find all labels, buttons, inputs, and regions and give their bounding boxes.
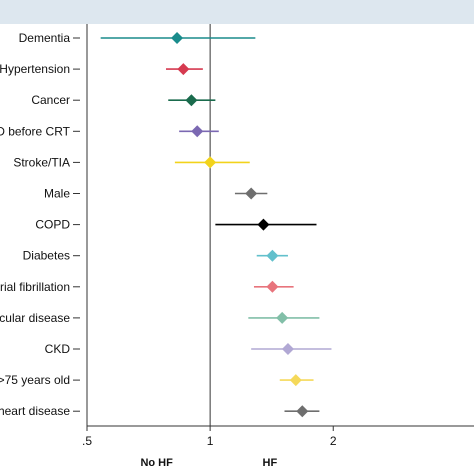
x-tick-label: 2 bbox=[330, 434, 337, 448]
x-tick-label: 1 bbox=[207, 434, 214, 448]
row-labels: Dementia Hypertension Cancer D before CRT St… bbox=[0, 31, 80, 418]
x-tick-label: .5 bbox=[82, 434, 92, 448]
estimate-marker bbox=[296, 405, 309, 418]
row-label: scular disease bbox=[0, 311, 70, 325]
estimate-marker bbox=[177, 63, 190, 76]
row-label: Dementia bbox=[19, 31, 71, 45]
row-label: CKD bbox=[45, 342, 71, 356]
row-label: trial fibrillation bbox=[0, 280, 70, 294]
estimate-marker bbox=[204, 156, 217, 169]
estimate-marker bbox=[171, 32, 184, 44]
row-label: D before CRT bbox=[0, 124, 71, 138]
row-label: >75 years old bbox=[0, 373, 70, 387]
estimate-marker bbox=[245, 187, 258, 200]
estimate-marker bbox=[266, 280, 279, 293]
row-label: Cancer bbox=[31, 93, 70, 107]
row-label: Hypertension bbox=[0, 62, 70, 76]
row-label: heart disease bbox=[0, 404, 70, 418]
direction-label-right: HF bbox=[263, 457, 278, 469]
estimate-marker bbox=[266, 249, 279, 262]
estimates bbox=[100, 32, 332, 418]
direction-label-left: No HF bbox=[140, 457, 173, 469]
row-label: Male bbox=[44, 187, 70, 201]
estimate-marker bbox=[289, 374, 302, 387]
estimate-marker bbox=[276, 311, 289, 324]
estimate-marker bbox=[257, 218, 270, 231]
row-label: Diabetes bbox=[23, 249, 70, 263]
estimate-marker bbox=[281, 343, 294, 355]
row-label: Stroke/TIA bbox=[13, 155, 70, 169]
header-bar bbox=[0, 0, 474, 24]
x-axis: .5 1 2 bbox=[82, 426, 337, 448]
row-label: COPD bbox=[35, 218, 70, 232]
estimate-marker bbox=[185, 94, 198, 107]
estimate-marker bbox=[191, 125, 204, 138]
